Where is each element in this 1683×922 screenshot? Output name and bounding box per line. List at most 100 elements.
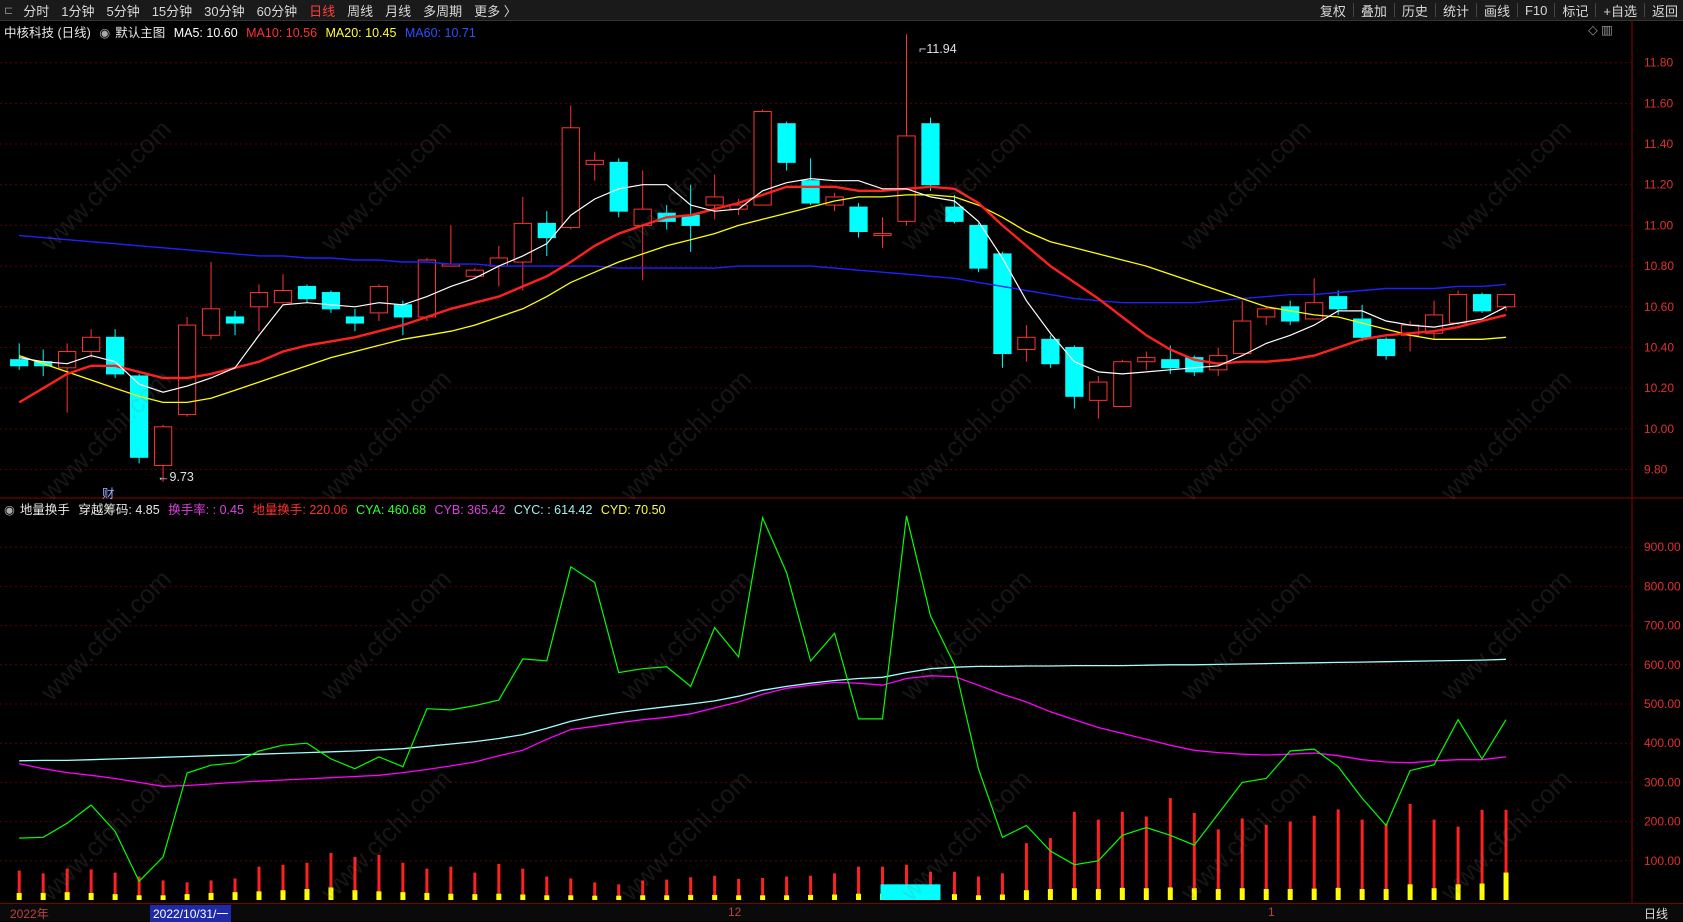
candle-body [753, 111, 772, 206]
low-turnover-bar [881, 866, 885, 900]
low-turnover-bar [976, 876, 980, 900]
low-turnover-bar [1288, 821, 1292, 900]
cyd-bar [376, 891, 382, 900]
low-turnover-bar [1072, 811, 1076, 900]
tool-button-7[interactable]: +自选 [1603, 3, 1637, 19]
menu-corner-icon[interactable]: ⊏ [4, 4, 14, 17]
cyd-bar [184, 894, 190, 900]
price-tick-label: 9.80 [1644, 463, 1668, 477]
cyd-bar [664, 895, 670, 900]
stock-title: 中核科技 (日线) [4, 26, 91, 40]
cyd-bar [616, 895, 622, 900]
cyd-bar [760, 895, 766, 900]
main-corner-icons[interactable]: ◇ ▥ [1588, 23, 1613, 37]
low-turnover-bar [401, 862, 405, 900]
period-tab-5[interactable]: 60分钟 [256, 3, 298, 19]
tool-separator [1643, 3, 1645, 17]
tool-separator [1475, 3, 1477, 17]
candle-body [1376, 338, 1396, 357]
indicator-name[interactable]: 地量换手 [19, 503, 70, 517]
price-tick-label: 10.20 [1644, 381, 1674, 395]
period-tab-6[interactable]: 日线 [309, 3, 336, 19]
cyd-bar [160, 895, 166, 900]
template-icon[interactable]: ◉ [99, 26, 111, 40]
candle-body [225, 316, 245, 324]
price-tick-label: 10.60 [1644, 300, 1674, 314]
kline-chart[interactable]: 9.80 10.00 10.20 10.40 10.60 10.80 11.00 11.20 1… [0, 20, 1683, 903]
period-tab-2[interactable]: 5分钟 [106, 3, 140, 19]
low-turnover-bar [1312, 815, 1316, 900]
low-turnover-bar [137, 876, 141, 900]
tool-button-8[interactable]: 返回 [1651, 3, 1678, 19]
cyd-bar [88, 892, 94, 900]
candle-body [297, 285, 317, 300]
tool-button-2[interactable]: 历史 [1401, 3, 1428, 19]
candle-body [513, 222, 532, 263]
price-tick-label: 10.00 [1644, 422, 1674, 436]
period-tab-4[interactable]: 30分钟 [204, 3, 245, 19]
template-name[interactable]: 默认主图 [115, 26, 166, 40]
price-tick-label: 11.80 [1644, 56, 1673, 70]
period-tab-1[interactable]: 1分钟 [61, 3, 95, 19]
financial-report-marker[interactable]: 财 [102, 487, 115, 501]
low-turnover-bar [1456, 826, 1460, 900]
cyd-bar [1455, 884, 1461, 900]
highlight-block [880, 884, 941, 900]
low-turnover-bar [1024, 843, 1028, 900]
period-indicator[interactable]: 日线 [1644, 907, 1669, 921]
candle-body [129, 375, 149, 458]
cyd-bar [832, 894, 838, 900]
cyd-bar [1359, 889, 1365, 900]
candle-body [1281, 306, 1300, 322]
indicator-icon[interactable]: ◉ [4, 503, 15, 517]
cyd-bar [472, 894, 478, 900]
period-tab-3[interactable]: 15分钟 [151, 3, 193, 19]
cyd-bar [304, 889, 310, 900]
tool-button-3[interactable]: 统计 [1442, 3, 1469, 19]
cyd-bar [520, 894, 526, 900]
tool-separator [1554, 3, 1556, 17]
tool-button-0[interactable]: 复权 [1319, 3, 1346, 19]
candle-body [1448, 294, 1468, 324]
chip-value: 穿越筹码: 4.85 [78, 503, 160, 517]
indicator-tick-label: 600.00 [1644, 658, 1681, 672]
tool-button-6[interactable]: 标记 [1562, 3, 1589, 19]
low-turnover-bar [497, 863, 501, 900]
cyd-bar [16, 892, 22, 900]
period-tab-9[interactable]: 多周期 [423, 3, 463, 19]
cyd-bar [592, 895, 598, 900]
low-turnover-bar [353, 856, 357, 900]
cursor-date: 2022/10/31/一 [150, 905, 232, 922]
cyd-bar [424, 892, 430, 900]
low-turnover-bar [1216, 829, 1220, 900]
low-turnover-bar [569, 878, 573, 900]
high-price-label: 11.94 [926, 42, 957, 56]
cyd-bar [544, 895, 550, 900]
low-turnover-bar [785, 876, 789, 900]
period-tab-8[interactable]: 月线 [385, 3, 412, 19]
cyd-bar [1479, 883, 1485, 900]
candle-body [1041, 338, 1060, 365]
candle-body [1161, 359, 1180, 369]
cyd-bar [1335, 887, 1341, 900]
candle-body [1089, 381, 1108, 401]
period-tab-0[interactable]: 分时 [23, 3, 50, 19]
cyd-bar [712, 894, 718, 900]
cyd-bar [1503, 872, 1509, 900]
low-turnover-bar [857, 866, 861, 900]
tool-button-1[interactable]: 叠加 [1360, 3, 1387, 19]
candle-body [609, 161, 628, 212]
low-turnover-bar [737, 878, 741, 900]
price-tick-label: 10.40 [1644, 340, 1674, 354]
period-tab-7[interactable]: 周线 [347, 3, 374, 19]
tool-separator [1393, 3, 1395, 17]
low-turnover-bar [593, 882, 597, 900]
cyd-bar [496, 893, 502, 900]
cyd-bar [856, 893, 862, 900]
tool-button-4[interactable]: 画线 [1483, 3, 1510, 19]
indicator-tick-label: 800.00 [1644, 579, 1681, 593]
tool-button-5[interactable]: F10 [1524, 2, 1548, 18]
period-tab-10[interactable]: 更多 〉 [474, 3, 517, 19]
low-turnover-bar [713, 875, 717, 900]
low-turnover-bar [1360, 819, 1364, 900]
